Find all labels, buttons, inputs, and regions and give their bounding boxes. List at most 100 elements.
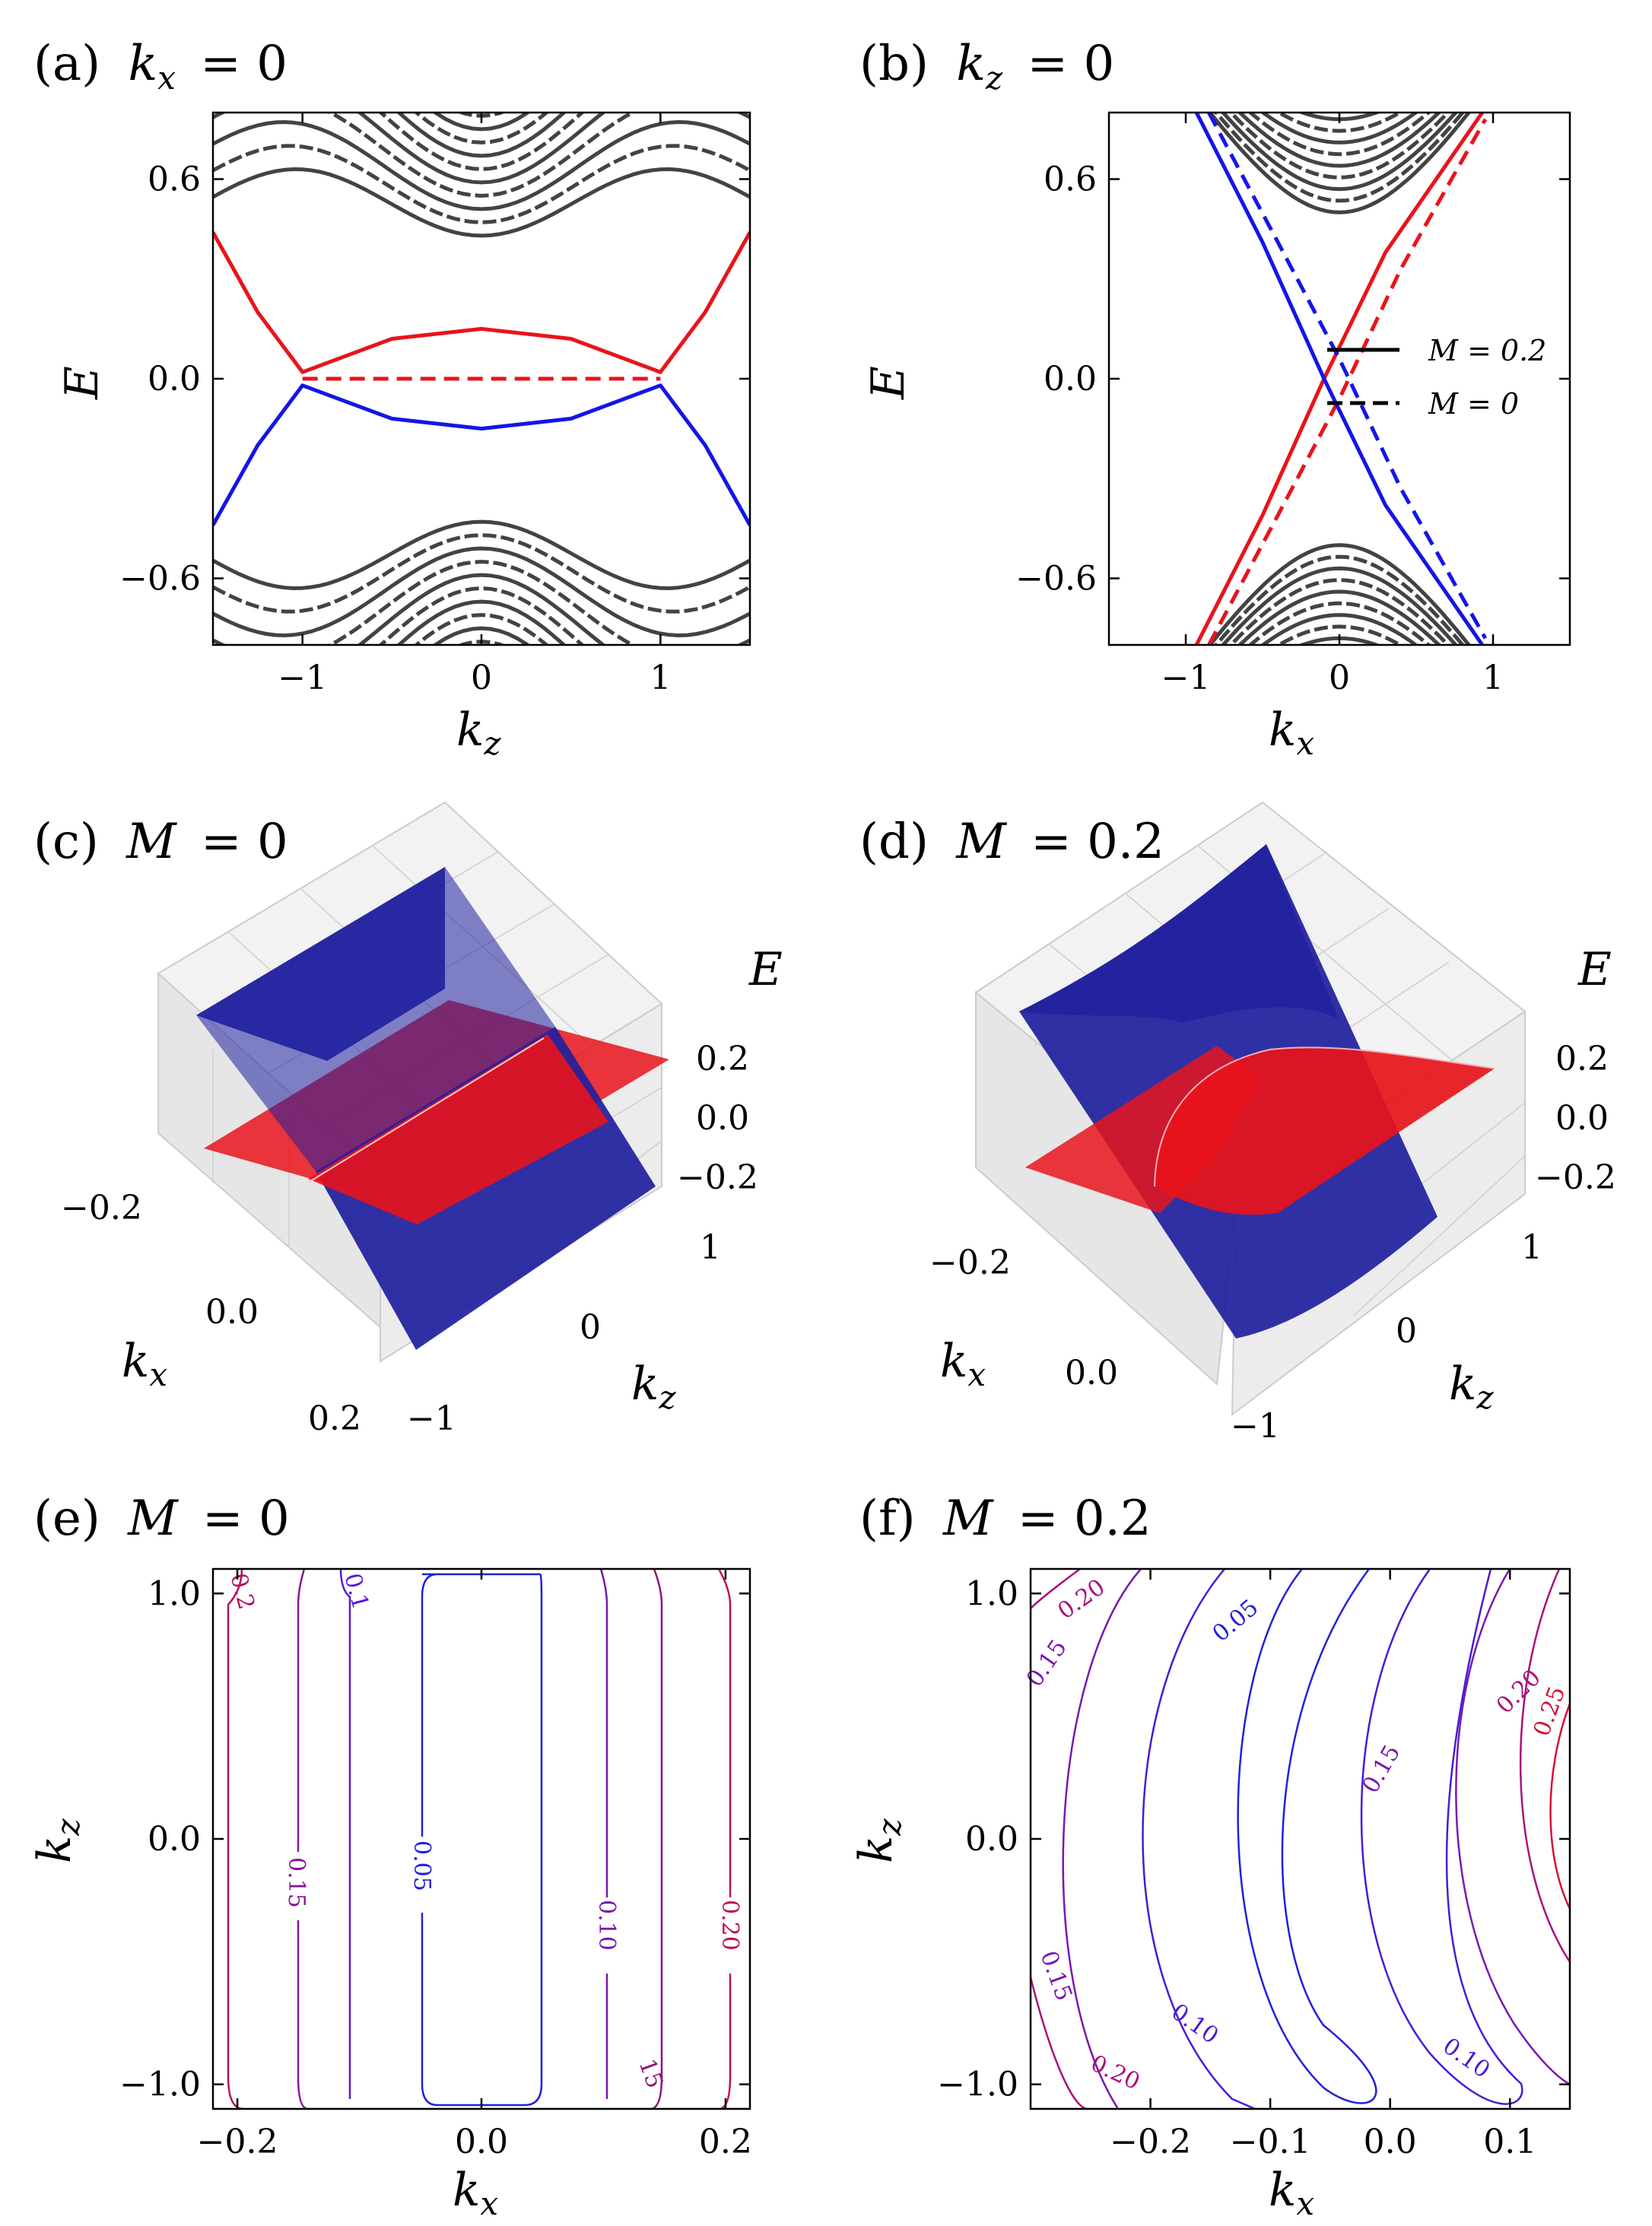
panel-a-bulk-band <box>213 533 750 614</box>
panel-a-bulk-band <box>456 113 507 118</box>
panel-b-bulk-band <box>1186 0 1493 73</box>
panel-a-bulk-band <box>413 113 550 144</box>
panel-f-title: (f) M = 0.2 <box>859 1491 1152 1547</box>
contour-e-0.10-left <box>339 1569 351 2099</box>
panel-b-xlabel: kx <box>1269 703 1314 762</box>
panel-a-bulk-band <box>213 167 750 238</box>
panel-a: (a) kx = 0 −1 0 1 −0.6 0.0 0.6 kz E <box>33 0 751 762</box>
panel-b-bulk-band <box>1220 566 1459 645</box>
contour-e-label-0.05: 0.05 <box>408 1840 435 1891</box>
panel-a-bulk-band <box>213 144 750 224</box>
panel-b-ytick-label: 0.6 <box>1044 160 1097 199</box>
panel-b-bulk-band <box>1247 601 1431 645</box>
panel-a-bulk-band <box>213 0 750 76</box>
panel-f-axes-frame <box>1029 1567 1571 2110</box>
panel-a-bulk-band <box>396 113 567 158</box>
panel-b-bulk-band <box>1186 0 1493 61</box>
panel-b-bulk-band <box>1275 624 1404 645</box>
panel-a-bulk-band <box>213 0 750 23</box>
panel-d-xtick-1: 0.0 <box>1065 1354 1118 1392</box>
contour-f-0.05 <box>1237 1569 1377 2104</box>
panel-b-xtick-label: 0 <box>1329 659 1350 697</box>
panel-b-bulk-band <box>1186 732 1493 809</box>
panel-e-xtick-label: 0.0 <box>455 2123 508 2161</box>
panel-a-title: (a) kx = 0 <box>33 36 288 101</box>
panel-b-series-blue-solid <box>1194 113 1484 645</box>
panel-d-ytick-2: −1 <box>1231 1407 1280 1446</box>
panel-e-xtick-label: 0.2 <box>699 2123 752 2161</box>
panel-f-ytick-label: 0.0 <box>965 1820 1018 1859</box>
panel-d-zlabel: E <box>1577 943 1612 996</box>
panel-a-bulk-band <box>396 599 567 645</box>
panel-c-title: (c) M = 0 <box>33 814 288 870</box>
panel-e-xtick-label: −0.2 <box>197 2123 278 2161</box>
panel-d-ztick-0: 0.2 <box>1555 1040 1609 1078</box>
panel-a-ticks: −1 0 1 −0.6 0.0 0.6 <box>119 113 750 697</box>
panel-c-xtick-0: −0.2 <box>61 1189 142 1227</box>
panel-b-axes-frame <box>1107 111 1571 646</box>
contour-e-0.10-right <box>599 1569 608 2099</box>
panel-a-bulk-band <box>213 0 750 9</box>
panel-d-ztick-2: −0.2 <box>1535 1158 1616 1197</box>
panel-c-red-plane-front <box>308 1034 608 1224</box>
contour-e-label-0.2-top: 0.2 <box>224 1570 259 1612</box>
panel-a-bulk-band <box>432 113 531 132</box>
panel-e-axes-frame <box>211 1567 751 2110</box>
panel-a-xlabel: kz <box>456 703 501 762</box>
contour-e-0.20-right <box>717 1569 732 2109</box>
panel-b-bulk-band <box>1186 697 1493 781</box>
contour-e-label-0.1-top: 0.1 <box>338 1570 373 1612</box>
panel-d-ytick-1: 0 <box>1396 1312 1417 1351</box>
panel-a-xtick-label: −1 <box>278 659 327 697</box>
panel-b-bulk-band <box>1186 0 1493 38</box>
panel-c-crossing-line <box>307 1037 545 1183</box>
panel-d-ylabel: kz <box>1449 1358 1494 1416</box>
panel-a-xtick-label: 0 <box>471 659 492 697</box>
panel-f-ticks: −0.2 −0.1 0.0 0.1 −1.0 0.0 1.0 <box>937 1569 1570 2161</box>
panel-a-series-red-solid <box>213 231 750 374</box>
panel-e: (e) M = 0 0.05 0.15 0.10 0.20 0.2 0.1 15… <box>28 1491 752 2222</box>
panel-a-ytick-label: −0.6 <box>119 560 201 599</box>
panel-b-bulk-band <box>1213 113 1466 203</box>
panel-b-bulk-band <box>1213 554 1466 645</box>
panel-b-bulk-band <box>1228 578 1450 645</box>
panel-a-bulk-band <box>213 0 750 103</box>
panel-e-xlabel: kx <box>453 2164 498 2222</box>
contour-f-label-0.10-a: 0.10 <box>1166 1999 1223 2050</box>
contour-f-0.25 <box>1549 1703 1570 1910</box>
panel-b-edge-states <box>1194 113 1488 645</box>
panel-d-red-dome-edge <box>1154 1046 1495 1187</box>
contour-f-label-0.05: 0.05 <box>1208 1594 1264 1647</box>
panel-f-xtick-label: −0.2 <box>1110 2123 1191 2161</box>
panel-a-series-blue-solid <box>213 383 750 526</box>
panel-d-ztick-1: 0.0 <box>1555 1099 1609 1138</box>
panel-a-bulk-band <box>357 573 606 645</box>
panel-d: (d) M = 0.2 E 0.2 0.0 −0.2 −0.2 0.0 1 0 … <box>859 801 1616 1446</box>
panel-b-bulk-band <box>1260 113 1419 144</box>
panel-c-ytick-2: −1 <box>407 1399 456 1438</box>
panel-f-ytick-label: −1.0 <box>937 2066 1018 2104</box>
panel-a-bulk-band <box>213 0 750 89</box>
panel-c-ytick-1: 0 <box>580 1308 601 1347</box>
panel-b-bulk-band <box>1297 113 1382 122</box>
panel-b-series-blue-dashed <box>1207 113 1488 640</box>
panel-a-edge-states <box>213 231 750 526</box>
panel-e-contours <box>227 1569 732 2109</box>
panel-a-ytick-label: 0.0 <box>148 360 201 399</box>
panel-c-xtick-1: 0.0 <box>205 1293 259 1332</box>
panel-a-ytick-label: 0.6 <box>148 160 201 199</box>
panel-c-xtick-2: 0.2 <box>308 1399 361 1438</box>
panel-c-blue-top <box>196 867 555 1171</box>
panel-e-ylabel: kz <box>28 1818 87 1863</box>
contour-e-label-15-bottom: 15 <box>633 2056 668 2092</box>
panel-a-bulk-band <box>213 119 750 211</box>
panel-b-bulk-band <box>1186 743 1493 819</box>
panel-a-bulk-band <box>413 613 550 645</box>
panel-b-bulk-band <box>1247 113 1431 157</box>
contour-f-0.20 <box>1031 1569 1570 2109</box>
contour-e-label-0.20: 0.20 <box>716 1900 743 1951</box>
panel-e-ytick-label: 0.0 <box>148 1820 201 1859</box>
panel-b-bulk-band <box>1207 113 1472 214</box>
panel-f-xtick-label: 0.1 <box>1483 2123 1536 2161</box>
panel-b-bulk-band <box>1186 0 1493 84</box>
